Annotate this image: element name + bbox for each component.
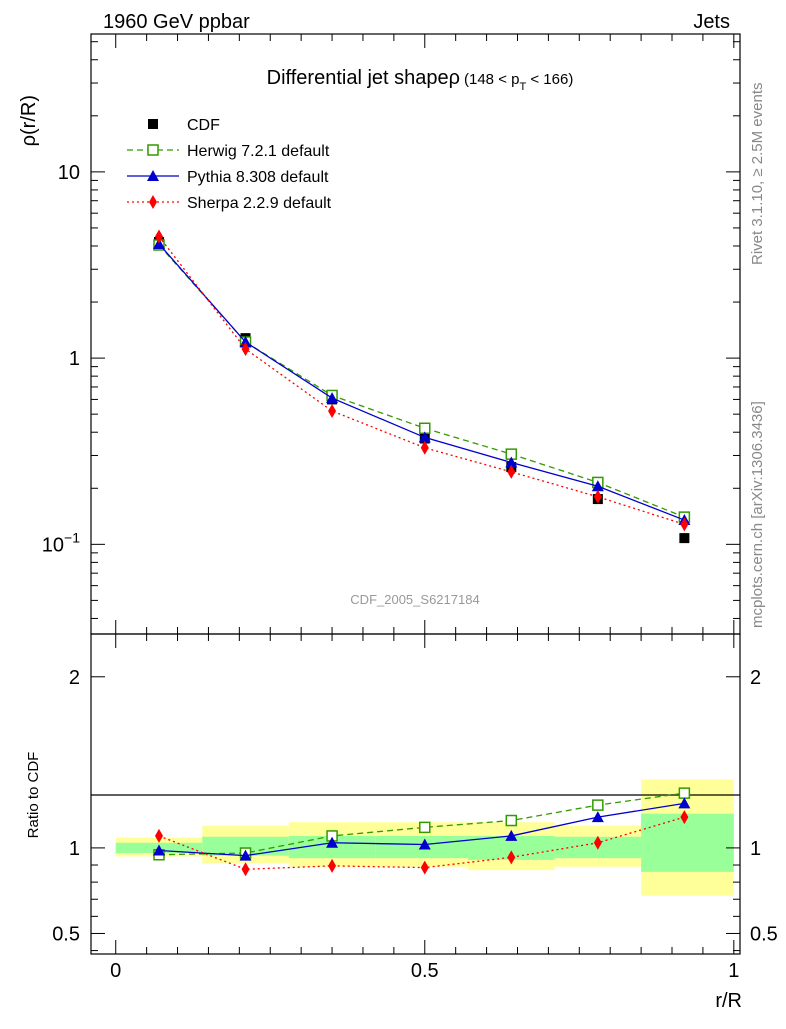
main-line-herwig (158, 244, 685, 518)
legend-label-herwig: Herwig 7.2.1 default (187, 143, 330, 160)
x-axis-label: r/R (715, 990, 742, 1012)
ratio-point-pythia (152, 844, 165, 856)
x-tick-label: 0.5 (411, 960, 439, 982)
ratio-point-sherpa (593, 835, 602, 850)
ratio-y-tick-label-left: 0.5 (52, 923, 80, 945)
chart-title-main: Differential jet shapeρ (267, 67, 460, 89)
ratio-y-axis-label: Ratio to CDF (25, 752, 42, 839)
mcplots-reference-label: mcplots.cern.ch [arXiv:1306.3436] (749, 401, 766, 628)
main-point-sherpa (680, 517, 689, 532)
ratio-point-herwig (592, 799, 604, 811)
main-point-sherpa (241, 341, 250, 356)
main-point-pythia (152, 237, 165, 249)
main-point-sherpa (507, 464, 516, 479)
ratio-y-tick-label-left: 2 (69, 667, 80, 689)
ratio-point-sherpa (507, 850, 516, 865)
legend-marker-cdf (148, 119, 158, 129)
ratio-plot-frame (90, 633, 741, 955)
ratio-band-inner (641, 813, 734, 872)
ratio-axis-ticks (91, 634, 740, 954)
ratio-y-tick-label-right: 2 (750, 667, 761, 689)
main-y-tick-labels: 10 1 10−1 (42, 162, 80, 556)
main-point-sherpa (328, 403, 337, 418)
legend-marker-herwig (147, 144, 159, 156)
ratio-point-sherpa (680, 810, 689, 825)
main-point-sherpa (593, 489, 602, 504)
header-right-label: Jets (693, 11, 730, 33)
rivet-version-label: Rivet 3.1.10, ≥ 2.5M events (749, 83, 766, 266)
main-line-pythia (158, 243, 685, 521)
ratio-y-tick-label-right: 0.5 (750, 923, 778, 945)
main-axis-ticks (91, 34, 740, 634)
header: 1960 GeV ppbar Jets (103, 11, 730, 33)
legend-marker-sherpa (149, 195, 157, 209)
main-y-tick-exponent: −1 (64, 529, 80, 545)
ratio-point-pythia (678, 797, 691, 809)
ratio-point-pythia (591, 811, 604, 823)
ratio-point-herwig (419, 821, 431, 834)
legend: CDF Herwig 7.2.1 default Pythia 8.308 defa… (127, 117, 332, 212)
main-line-sherpa (158, 236, 685, 525)
ratio-point-sherpa (154, 828, 163, 843)
chart-title: Differential jet shapeρ (148 < pT < 166) (267, 67, 574, 93)
ratio-point-sherpa (328, 858, 337, 873)
main-point-pythia (326, 392, 339, 404)
main-y-axis-label: ρ(r/R) (18, 95, 40, 146)
main-point-pythia (505, 456, 518, 468)
ratio-panel: 2 21 10.5 0.5 0 0.5 1 Ratio to CDF r/R (25, 633, 778, 1012)
ratio-point-pythia (239, 849, 252, 861)
ratio-uncertainty-bands (115, 779, 734, 896)
chart-title-end: < 166) (526, 71, 573, 88)
ratio-point-sherpa (241, 862, 250, 877)
main-point-sherpa (420, 440, 429, 455)
main-point-sherpa (154, 229, 163, 244)
ratio-point-herwig (505, 814, 518, 827)
main-y-tick-label: 10−1 (42, 529, 80, 556)
ratio-y-tick-labels: 2 2 1 1 0.5 0.5 (52, 667, 778, 946)
legend-label-pythia: Pythia 8.308 default (187, 169, 329, 186)
x-tick-label: 1 (728, 960, 739, 982)
x-tick-labels: 0 0.5 1 (110, 960, 739, 982)
ratio-point-pythia (505, 829, 518, 841)
analysis-watermark: CDF_2005_S6217184 (350, 592, 479, 607)
chart-title-sub: T (519, 81, 526, 93)
main-panel: 10 1 10−1 ρ(r/R) Differential jet shapeρ (1… (18, 33, 741, 635)
x-tick-label: 0 (110, 960, 121, 982)
ratio-point-pythia (326, 836, 339, 848)
legend-label-cdf: CDF (187, 117, 220, 134)
main-y-tick-label: 1 (69, 348, 80, 370)
main-point-pythia (591, 480, 604, 492)
main-point-pythia (418, 431, 431, 443)
legend-marker-pythia (147, 170, 159, 181)
chart-title-suffix: (148 < p (464, 71, 519, 88)
header-left-label: 1960 GeV ppbar (103, 11, 250, 33)
ratio-series (152, 787, 691, 877)
ratio-point-herwig (678, 787, 691, 799)
main-series (152, 229, 691, 544)
ratio-band-inner (202, 836, 289, 856)
ratio-point-pythia (418, 838, 431, 850)
ratio-point-sherpa (420, 860, 429, 875)
ratio-y-tick-label-right: 1 (750, 838, 761, 860)
ratio-y-tick-label-left: 1 (69, 838, 80, 860)
legend-label-sherpa: Sherpa 2.2.9 default (187, 195, 332, 212)
main-point-cdf (679, 533, 690, 544)
main-y-tick-label: 10 (58, 162, 80, 184)
